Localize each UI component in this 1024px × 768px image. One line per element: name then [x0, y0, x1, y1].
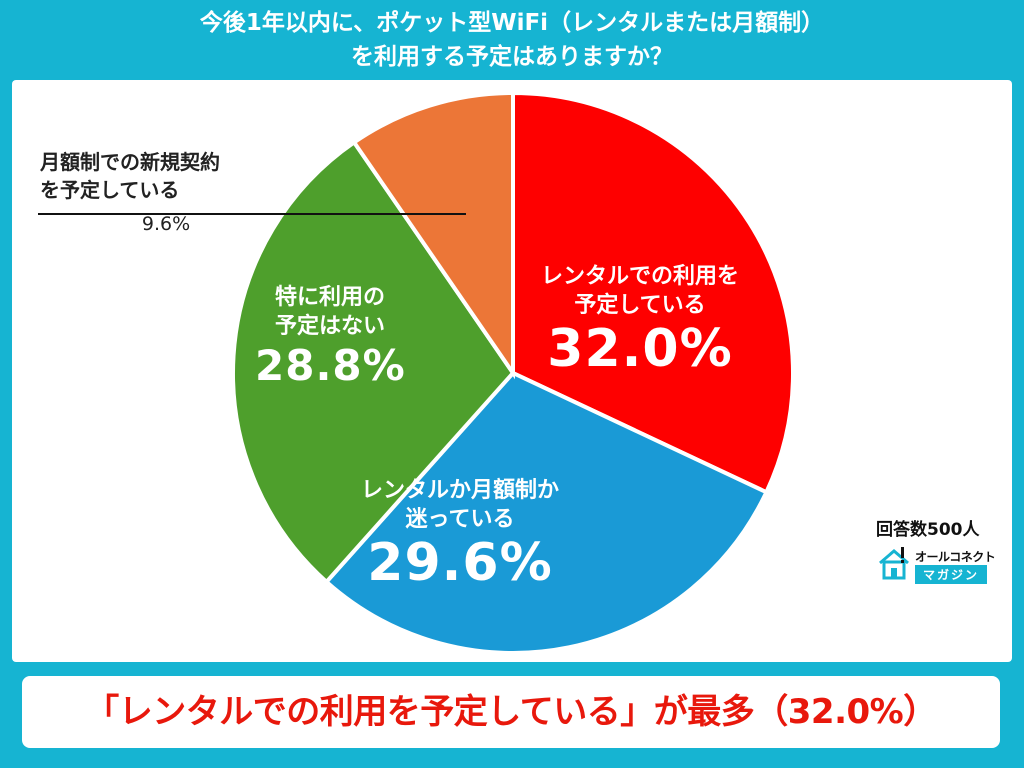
slice-label-undecided: レンタルか月額制か 迷っている 29.6% [330, 476, 590, 592]
slice-value-rental: 32.0% [547, 319, 733, 379]
slice-rental [511, 90, 795, 495]
slice-monthly [351, 90, 515, 380]
sample-size: 回答数500人 [876, 520, 980, 540]
summary-banner: 「レンタルでの利用を予定している」が最多（32.0%） [22, 676, 1000, 748]
logo: オールコネクト マガジン [877, 545, 997, 587]
logo-brand: オールコネクト [915, 550, 996, 564]
slice-label-none-line2: 予定はない [274, 314, 385, 339]
house-icon [879, 547, 909, 580]
slice-undecided [323, 370, 770, 655]
title-line-2: を利用する予定はありますか？ [351, 44, 673, 70]
slice-value-none: 28.8% [255, 341, 406, 390]
slice-label-none: 特に利用の 予定はない 28.8% [255, 283, 405, 391]
slice-label-monthly-line2: を予定している [40, 178, 180, 202]
slice-value-monthly: 9.6% [141, 213, 191, 235]
chart-title: 今後1年以内に、ポケット型WiFi（レンタルまたは月額制） を利用する予定はあり… [0, 0, 1024, 82]
slice-none [231, 139, 516, 585]
slice-label-rental: レンタルでの利用を 予定している 32.0% [515, 262, 765, 378]
slice-label-rental-line2: 予定している [574, 293, 706, 318]
slice-value-undecided: 29.6% [367, 533, 553, 593]
slice-label-undecided-line2: 迷っている [405, 507, 515, 532]
slice-label-none-line1: 特に利用の [274, 285, 385, 310]
logo-sub: マガジン [915, 565, 988, 584]
slice-label-undecided-line1: レンタルか月額制か [360, 478, 559, 503]
slice-label-monthly: 月額制での新規契約 を予定している 9.6% [40, 148, 220, 238]
title-line-1: 今後1年以内に、ポケット型WiFi（レンタルまたは月額制） [199, 10, 825, 36]
slice-label-monthly-line1: 月額制での新規契約 [40, 150, 220, 174]
slice-label-rental-line1: レンタルでの利用を [540, 264, 739, 289]
